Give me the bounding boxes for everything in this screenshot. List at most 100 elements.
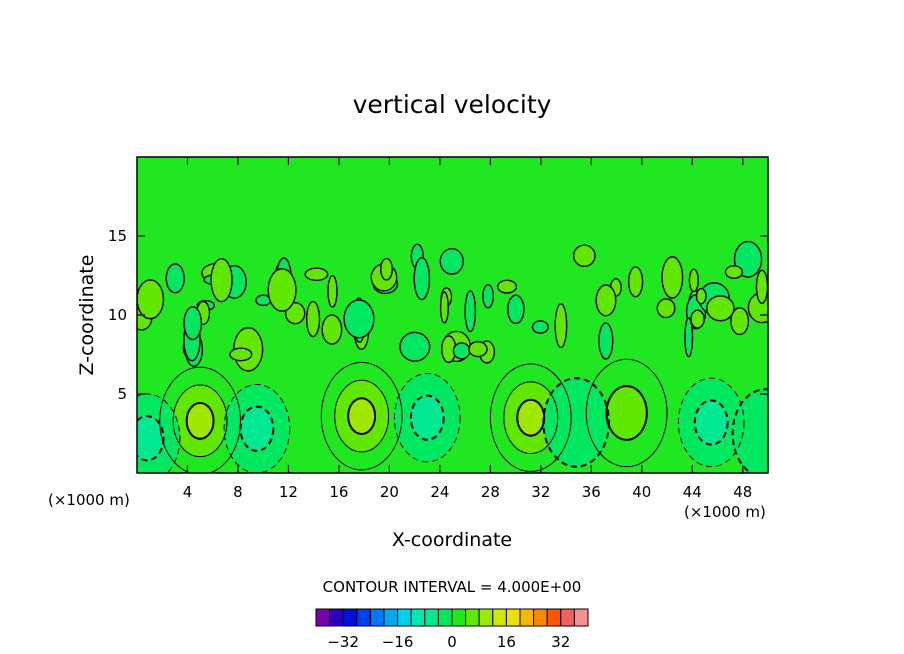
colorbar-ticks: −32 −16 0 16 32	[327, 633, 570, 651]
colorbar-swatch-16	[533, 608, 548, 627]
field-cell-9-level-1	[732, 389, 768, 473]
colorbar-tick-label-4: 32	[551, 633, 570, 651]
x-tick-label-24: 24	[430, 483, 449, 501]
x-tick-label-44: 44	[683, 483, 702, 501]
x-axis-ticks: 4 8 12 16 20 24 28 32 36 40 44 48	[183, 157, 752, 501]
turbulent-contour-36	[399, 331, 431, 362]
colorbar-swatch-2	[342, 608, 358, 627]
turbulent-contour-44	[695, 287, 707, 305]
colorbar-swatch-5	[383, 608, 399, 627]
colorbar-swatch-10	[451, 608, 467, 627]
x-tick-label-40: 40	[632, 483, 651, 501]
contour-lines	[137, 240, 768, 473]
contour-cell-3-level-1	[585, 358, 668, 468]
turbulent-contour-46	[165, 263, 185, 294]
contour-cell-4-level-2	[137, 415, 165, 462]
colorbar-swatch-7	[410, 608, 426, 627]
contour-cell-2-level-3	[516, 398, 546, 437]
contour-cell-2-level-1	[489, 363, 572, 472]
y-axis-label: Z-coordinate	[76, 255, 98, 376]
contour-cell-8-level-1	[677, 377, 745, 468]
x-tick-label-32: 32	[531, 483, 550, 501]
contour-cell-0-level-2	[172, 384, 228, 458]
colorbar-tick-label-3: 16	[497, 633, 516, 651]
y-tick-label-10: 10	[108, 306, 127, 324]
turbulent-contour-68	[661, 256, 684, 299]
y-tick-label-5: 5	[117, 385, 127, 403]
contour-cell-9-level-1	[731, 388, 768, 473]
turbulent-contour-62	[468, 340, 488, 358]
turbulent-contour-65	[439, 291, 449, 324]
colorbar-swatch-18	[560, 608, 575, 627]
turbulent-contour-52	[210, 257, 233, 303]
field-cell-5-level-2	[240, 406, 274, 451]
colorbar-swatch-8	[424, 608, 439, 627]
contour-cell-6-level-1	[393, 372, 461, 463]
x-tick-label-16: 16	[329, 483, 348, 501]
x-axis-unit-right: (×1000 m)	[684, 503, 766, 521]
turbulent-contour-67	[684, 317, 694, 358]
contour-cell-0-level-1	[159, 366, 241, 473]
colorbar-swatch-4	[369, 608, 385, 627]
x-axis-label: X-coordinate	[392, 529, 512, 551]
turbulent-contour-56	[482, 284, 495, 309]
colorbar-tick-label-1: −16	[382, 633, 414, 651]
x-tick-label-48: 48	[733, 483, 752, 501]
turbulent-contour-66	[183, 306, 203, 341]
turbulent-contour-14	[598, 322, 614, 360]
turbulent-contour-2	[304, 267, 329, 282]
turbulent-contour-61	[343, 299, 375, 339]
contour-cell-3-level-2	[605, 385, 648, 441]
colorbar-swatch-13	[492, 608, 507, 627]
turbulent-contour-41	[452, 342, 471, 360]
colorbar-swatch-9	[437, 608, 453, 627]
turbulent-contour-55	[572, 244, 596, 267]
field-cell-3-level-2	[606, 386, 647, 440]
contour-cell-6-level-2	[409, 394, 445, 441]
contour-cell-0-level-3	[185, 401, 215, 440]
colorbar-swatch-1	[329, 608, 344, 627]
velocity-field	[137, 359, 768, 473]
y-axis-ticks: 5 10 15	[108, 227, 768, 403]
colorbar	[315, 608, 589, 627]
colorbar-swatch-11	[465, 608, 480, 627]
contour-cell-5-level-2	[239, 405, 275, 452]
contour-cell-1-level-2	[334, 379, 390, 453]
turbulent-contour-51	[724, 265, 744, 280]
turbulent-contour-13	[656, 298, 676, 319]
colorbar-swatch-3	[356, 608, 371, 627]
turbulent-contour-23	[137, 279, 165, 320]
x-tick-label-8: 8	[233, 483, 243, 501]
x-tick-label-4: 4	[183, 483, 193, 501]
colorbar-swatch-12	[478, 608, 494, 627]
contour-cell-8-level-2	[693, 399, 729, 446]
turbulent-contour-49	[305, 300, 321, 338]
turbulent-contour-39	[755, 269, 768, 305]
turbulent-contour-64	[496, 279, 518, 294]
x-axis-unit-left: (×1000 m)	[48, 491, 130, 509]
x-tick-label-28: 28	[481, 483, 500, 501]
turbulent-contour-50	[267, 268, 297, 312]
contour-cell-4-level-1	[137, 393, 181, 473]
colorbar-swatch-0	[315, 608, 331, 627]
turbulent-contour-29	[531, 320, 549, 334]
turbulent-contour-6	[554, 303, 568, 349]
contour-cell-1-level-3	[347, 397, 377, 436]
turbulent-contour-43	[379, 257, 394, 281]
x-tick-label-12: 12	[279, 483, 298, 501]
turbulent-contour-38	[688, 268, 699, 293]
turbulent-contour-63	[321, 314, 343, 345]
field-cell-7-level-1	[543, 378, 609, 467]
turbulent-contour-57	[595, 284, 617, 317]
colorbar-swatch-15	[519, 608, 535, 627]
field-cell-8-level-2	[694, 400, 728, 445]
colorbar-swatch-17	[546, 608, 562, 627]
field-cell-1-level-3	[348, 398, 376, 435]
turbulent-contour-26	[229, 347, 253, 362]
turbulent-contour-69	[327, 274, 338, 308]
contour-cell-7-level-1	[542, 377, 610, 468]
contour-cell-2-level-2	[503, 381, 559, 455]
turbulent-contour-31	[507, 294, 525, 325]
x-tick-label-36: 36	[582, 483, 601, 501]
